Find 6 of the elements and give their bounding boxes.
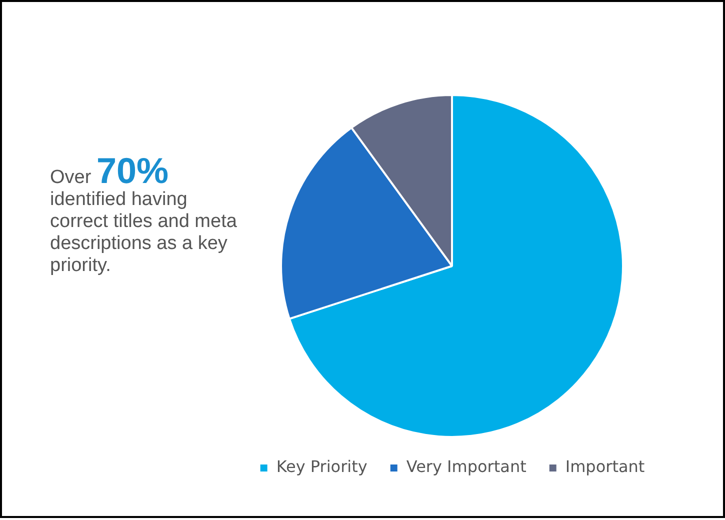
legend-label: Important: [565, 457, 645, 476]
legend-label: Very Important: [406, 457, 526, 476]
legend-label: Key Priority: [276, 457, 368, 476]
text: 70%: [96, 150, 169, 191]
text: Over: [50, 167, 92, 188]
text: identified having correct titles and meta descriptions as a key priority.: [50, 189, 237, 276]
